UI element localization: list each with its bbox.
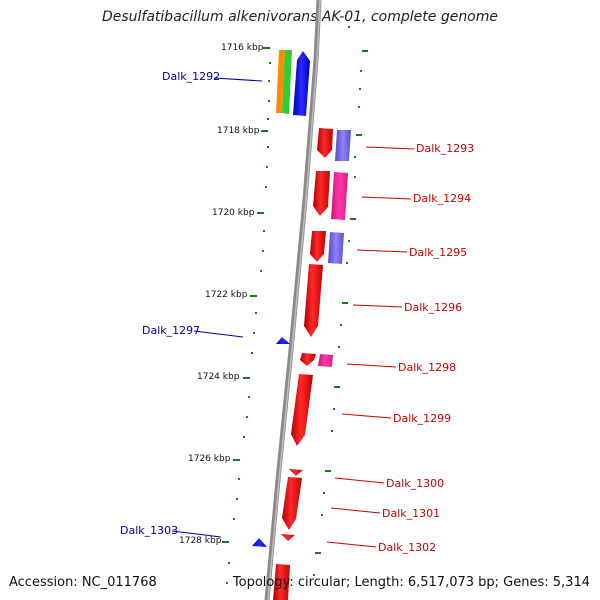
tick-label-1722: 1722 kbp xyxy=(205,290,248,300)
gene-1295-arrow xyxy=(310,231,326,262)
gene-dalk-1298[interactable] xyxy=(300,353,333,367)
label-dalk-1297[interactable]: Dalk_1297 xyxy=(142,324,200,337)
leader-1303 xyxy=(171,530,222,538)
tick-mark-1724 xyxy=(243,377,250,379)
gene-1299-arrow xyxy=(291,374,313,446)
label-dalk-1295[interactable]: Dalk_1295 xyxy=(409,246,467,259)
gene-1292-arrow xyxy=(293,51,310,116)
leader-1297 xyxy=(193,330,244,338)
leader-1299 xyxy=(341,413,392,419)
gene-dalk-1296[interactable] xyxy=(304,264,323,337)
gene-1297-arrow xyxy=(276,337,290,344)
tick-mark-1726 xyxy=(233,459,240,461)
accession-text: Accession: NC_011768 xyxy=(9,575,157,590)
leader-1294 xyxy=(361,196,412,200)
gene-1303-arrow xyxy=(252,538,267,547)
label-dalk-1294[interactable]: Dalk_1294 xyxy=(413,192,471,205)
gene-1293-purple-block xyxy=(335,130,351,161)
tick-label-1716: 1716 kbp xyxy=(221,43,264,53)
label-dalk-1299[interactable]: Dalk_1299 xyxy=(393,412,451,425)
tick-label-1728: 1728 kbp xyxy=(179,536,222,546)
leader-1295 xyxy=(356,249,408,253)
leader-lines xyxy=(171,77,415,548)
leader-1300 xyxy=(334,477,385,484)
gene-dalk-1293[interactable] xyxy=(317,128,351,161)
leader-1298 xyxy=(346,363,397,368)
tick-mark-1716 xyxy=(263,47,270,49)
leader-1293 xyxy=(365,146,415,150)
gene-dalk-1300[interactable] xyxy=(289,469,303,476)
tick-label-1726: 1726 kbp xyxy=(188,454,231,464)
gene-labels: Dalk_1292 Dalk_1293 Dalk_1294 Dalk_1295 … xyxy=(120,70,474,554)
leader-1296 xyxy=(352,304,403,308)
tick-label-1724: 1724 kbp xyxy=(197,372,240,382)
genome-title: Desulfatibacillum alkenivorans AK-01, co… xyxy=(101,9,499,25)
gene-1301-arrow xyxy=(282,477,302,530)
gene-1293-arrow xyxy=(317,128,333,158)
topology-text: Topology: circular; Length: 6,517,073 bp… xyxy=(232,575,590,590)
label-dalk-1301[interactable]: Dalk_1301 xyxy=(382,507,440,520)
gene-dalk-1295[interactable] xyxy=(310,231,344,264)
label-dalk-1303[interactable]: Dalk_1303 xyxy=(120,524,178,537)
gene-1295-purple-block xyxy=(328,232,344,264)
leader-1301 xyxy=(330,507,381,514)
tick-dots-right xyxy=(313,12,368,576)
tick-mark-1718 xyxy=(261,130,268,132)
gene-1294-magenta-block xyxy=(331,172,348,220)
genome-backbone xyxy=(264,0,322,600)
tick-label-1720: 1720 kbp xyxy=(212,208,255,218)
label-dalk-1300[interactable]: Dalk_1300 xyxy=(386,477,444,490)
gene-dalk-1302[interactable] xyxy=(281,534,295,541)
label-dalk-1302[interactable]: Dalk_1302 xyxy=(378,541,436,554)
gene-dalk-1303[interactable] xyxy=(252,538,267,547)
label-dalk-1292[interactable]: Dalk_1292 xyxy=(162,70,220,83)
gene-1292-green-stripe xyxy=(282,50,292,114)
gene-1300-arrow xyxy=(289,469,303,476)
tick-mark-1720 xyxy=(257,212,264,214)
gene-partial-bottom[interactable] xyxy=(273,564,290,600)
tick-dots-left xyxy=(226,62,271,584)
tick-label-1718: 1718 kbp xyxy=(217,126,260,136)
genome-backbone-shade xyxy=(267,0,321,600)
label-dalk-1293[interactable]: Dalk_1293 xyxy=(416,142,474,155)
tick-mark-1722 xyxy=(250,295,257,297)
tick-mark-1728 xyxy=(222,541,229,543)
gene-1302-arrow xyxy=(281,534,295,541)
gene-1298-magenta-block xyxy=(318,354,333,367)
gene-dalk-1301[interactable] xyxy=(282,477,302,530)
gene-1298-arrow xyxy=(300,353,316,366)
gene-dalk-1297[interactable] xyxy=(276,337,290,344)
leader-1292 xyxy=(213,77,263,82)
leader-1302 xyxy=(326,541,377,548)
label-dalk-1296[interactable]: Dalk_1296 xyxy=(404,301,462,314)
gene-1294-arrow xyxy=(313,171,330,216)
kbp-ticks: 1716 kbp 1718 kbp 1720 kbp 1722 kbp 1724… xyxy=(179,43,270,546)
gene-1296-arrow xyxy=(304,264,323,337)
gene-dalk-1299[interactable] xyxy=(291,374,313,446)
gene-dalk-1294[interactable] xyxy=(313,171,348,220)
gene-dalk-1292[interactable] xyxy=(276,50,310,116)
label-dalk-1298[interactable]: Dalk_1298 xyxy=(398,361,456,374)
